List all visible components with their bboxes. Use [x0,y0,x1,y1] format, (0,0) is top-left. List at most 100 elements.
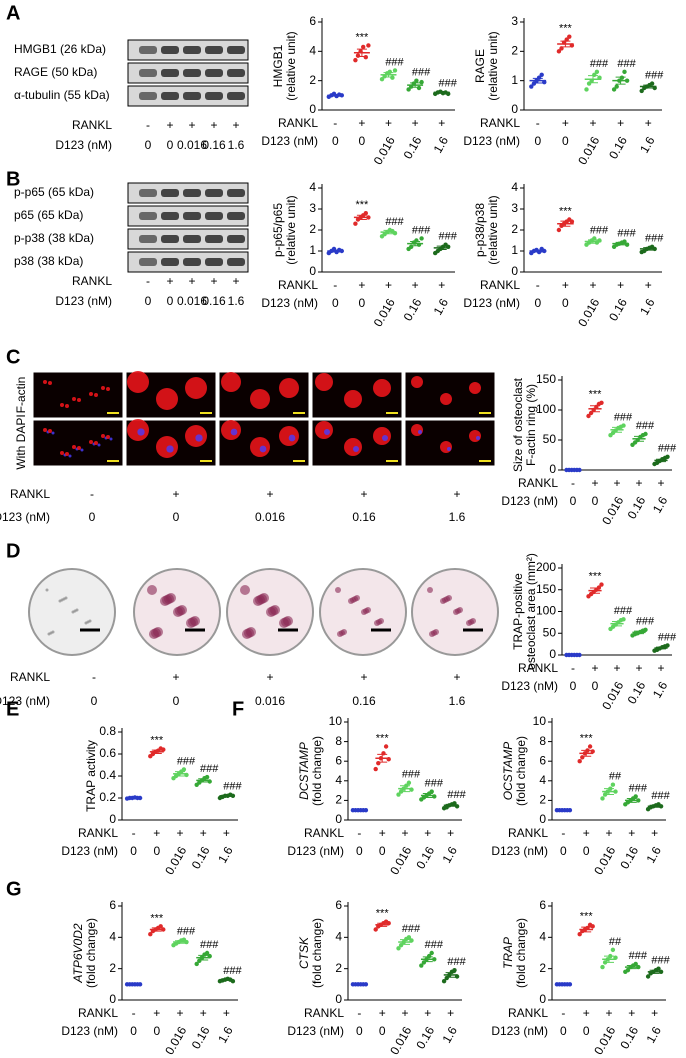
d123-value: 1.6 [439,844,460,866]
error-bar [634,630,644,635]
y-tick-label: 8 [335,734,342,748]
stain [147,585,157,595]
stain [246,627,256,637]
d123-value: 1.6 [643,1024,664,1046]
rankl-value: + [172,487,179,501]
data-point [569,219,575,224]
rankl-value: + [153,1006,160,1020]
rankl-label: RANKL [480,278,520,292]
d123-value: 0 [167,294,174,308]
d123-value: 0 [91,694,98,708]
stain [153,627,163,637]
cell [101,386,105,390]
cell [101,434,105,438]
y-tick-label: 0 [539,992,546,1006]
significance: ### [447,956,466,968]
y-tick-label: 0.4 [99,768,116,782]
error-bar [612,621,622,627]
significance: ### [439,231,458,243]
rankl-value: + [628,1006,635,1020]
d123-value: 1.6 [431,134,452,156]
rankl-value: - [92,670,96,684]
d123-label: D123 (nM) [491,844,548,858]
significance: ### [658,631,677,643]
rankl-value: + [153,826,160,840]
d123-value: 1.6 [637,296,658,318]
cell [185,377,207,399]
rankl-label: RANKL [10,487,50,501]
y-axis-label: osteoclast area (mm²) [524,553,538,670]
data-point [441,979,447,984]
cell [279,378,299,398]
d123-label: D123 (nM) [501,494,558,508]
error-bar [626,797,637,803]
y-axis-label: TRAP [501,937,515,969]
d123-value: 0 [379,1024,386,1038]
y-tick-label: 0 [309,102,316,116]
nucleus [109,437,113,441]
error-bar [221,794,232,797]
error-bar [128,796,139,800]
d123-value: 0 [332,134,339,148]
cell [72,445,76,449]
cell [77,446,81,450]
rankl-value: + [651,826,658,840]
d123-value: 0.16 [606,134,630,162]
rankl-value: + [266,670,273,684]
cell [48,429,52,433]
blot-band [227,258,245,266]
rankl-value: + [613,661,620,675]
data-point [665,454,670,459]
error-bar [604,955,614,963]
rankl-value: + [438,278,445,292]
blot-band [183,46,201,54]
stain [427,587,433,593]
y-tick-label: 0.2 [99,790,116,804]
data-point [204,950,210,956]
y-axis-label: F-actin ring (%) [524,384,538,466]
blot-label: HMGB1 (26 kDa) [14,42,106,56]
rankl-value: + [412,116,419,130]
y-tick-label: 150 [536,582,556,596]
error-bar [151,749,162,754]
error-bar [656,458,666,463]
rankl-value: - [333,278,337,292]
significance: *** [355,199,369,211]
error-bar [634,435,644,442]
blot-band [205,235,223,243]
y-tick-label: 2 [335,793,342,807]
data-point [665,643,670,648]
significance: ### [402,769,421,781]
y-tick-label: 6 [109,898,116,912]
y-tick-label: 2 [539,961,546,975]
data-point [406,935,412,940]
d123-value: 1.6 [228,138,245,152]
error-bar [581,926,592,933]
d123-value: 0.16 [189,844,213,872]
significance: ### [658,443,677,455]
data-point [379,77,385,82]
d123-value: 0 [359,134,366,148]
rankl-value: + [447,1006,454,1020]
stain [259,593,269,603]
blot-band [139,69,157,77]
d123-value: 0.016 [162,844,189,877]
rankl-value: - [357,1006,361,1020]
y-tick-label: 3 [511,14,518,28]
cell [373,379,391,397]
rankl-label: RANKL [304,826,344,840]
cell [77,398,81,402]
y-axis-label: OCSTAMP [501,742,515,800]
blot-band [161,189,179,197]
significance: *** [376,732,390,744]
d123-label: D123 (nM) [61,1024,118,1038]
y-tick-label: 8 [539,734,546,748]
cell [440,393,452,405]
blot-band [227,92,245,100]
rankl-value: + [589,278,596,292]
cell [106,387,110,391]
rankl-value: + [360,670,367,684]
rankl-value: + [200,826,207,840]
blot-band [139,258,157,266]
nucleus [80,448,84,452]
